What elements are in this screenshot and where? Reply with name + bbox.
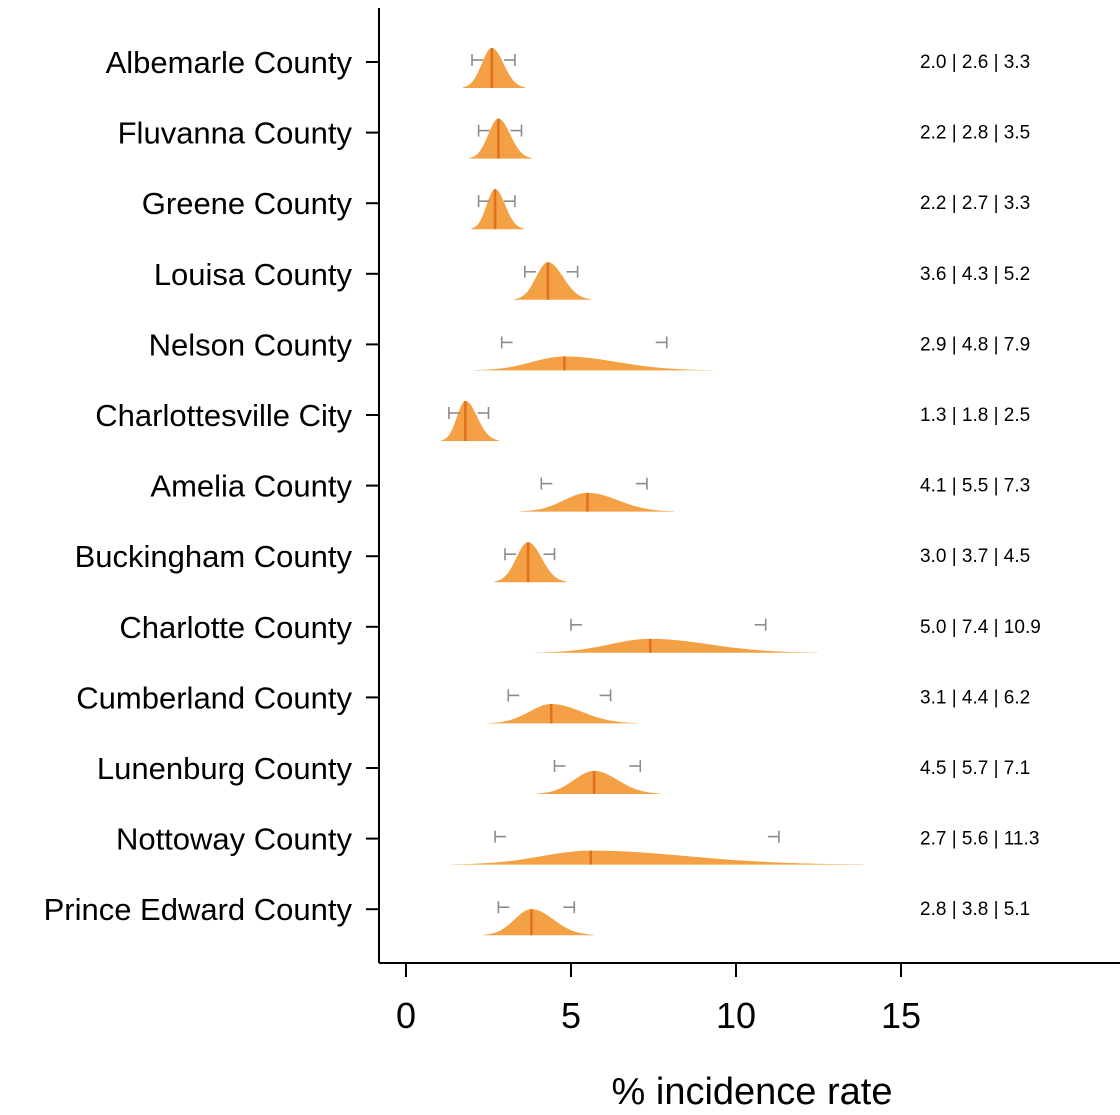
- category-label: Buckingham County: [75, 539, 353, 574]
- category-label: Nottoway County: [116, 822, 353, 857]
- value-label: 4.1 | 5.5 | 7.3: [920, 476, 1030, 497]
- value-label: 3.6 | 4.3 | 5.2: [920, 264, 1030, 285]
- value-label: 4.5 | 5.7 | 7.1: [920, 758, 1030, 779]
- violin-shape: [471, 189, 524, 230]
- violin-shape: [494, 542, 567, 583]
- violin-shape: [536, 770, 662, 794]
- category-label: Greene County: [142, 186, 353, 221]
- x-tick-label: 15: [881, 995, 921, 1036]
- x-tick-label: 0: [396, 995, 416, 1036]
- value-label: 2.2 | 2.7 | 3.3: [920, 193, 1030, 214]
- violin-shape: [469, 118, 532, 159]
- value-label: 2.2 | 2.8 | 3.5: [920, 123, 1030, 144]
- violin-shape: [463, 48, 526, 88]
- value-label: 2.0 | 2.6 | 3.3: [920, 52, 1030, 73]
- x-axis-title: % incidence rate: [612, 1071, 893, 1113]
- violin-shape: [514, 262, 591, 300]
- violin-shape: [452, 850, 864, 865]
- category-label: Amelia County: [150, 469, 352, 504]
- violin-shape: [441, 401, 499, 441]
- value-label: 2.8 | 3.8 | 5.1: [920, 899, 1030, 920]
- x-tick-label: 5: [561, 995, 581, 1036]
- category-label: Albemarle County: [106, 45, 353, 80]
- violin-shape: [483, 909, 594, 936]
- category-label: Fluvanna County: [118, 116, 353, 151]
- value-label: 2.7 | 5.6 | 11.3: [920, 829, 1039, 850]
- value-label: 1.3 | 1.8 | 2.5: [920, 405, 1030, 426]
- category-label: Nelson County: [149, 327, 353, 362]
- value-label: 2.9 | 4.8 | 7.9: [920, 334, 1030, 355]
- violin-shape: [535, 638, 818, 653]
- chart-marks: 0 5 10 15 Albemarle County 2.0 | 2.6 | 3.3 Flu…: [44, 45, 1041, 1036]
- violin-shape: [473, 356, 713, 371]
- violin-shape: [488, 704, 638, 724]
- category-label: Charlotte County: [119, 610, 352, 645]
- value-label: 5.0 | 7.4 | 10.9: [920, 617, 1041, 638]
- value-label: 3.0 | 3.7 | 4.5: [920, 546, 1030, 567]
- x-tick-label: 10: [716, 995, 756, 1036]
- category-label: Lunenburg County: [97, 751, 353, 786]
- value-label: 3.1 | 4.4 | 6.2: [920, 687, 1030, 708]
- category-label: Prince Edward County: [44, 892, 353, 927]
- violin-shape: [520, 492, 674, 512]
- category-label: Louisa County: [154, 257, 353, 292]
- category-label: Charlottesville City: [95, 398, 352, 433]
- category-label: Cumberland County: [76, 680, 352, 715]
